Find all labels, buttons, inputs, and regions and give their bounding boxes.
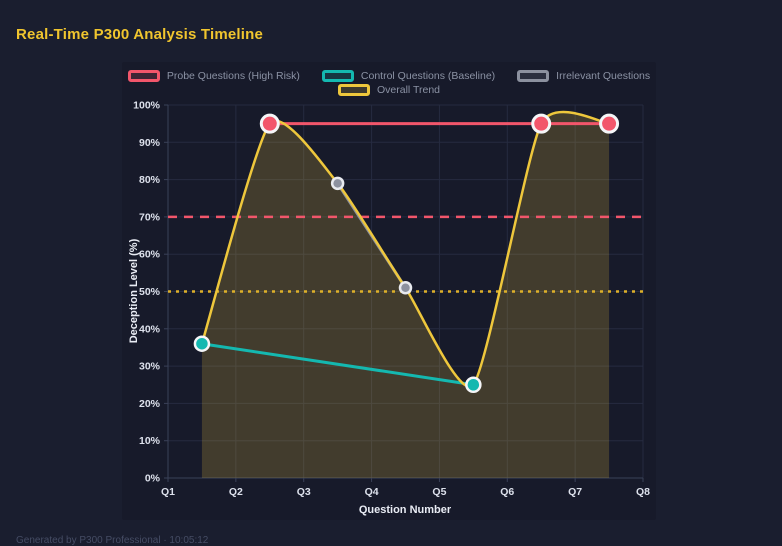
svg-text:Q6: Q6 <box>500 486 514 498</box>
legend-item-irrelevant[interactable]: Irrelevant Questions <box>517 70 650 82</box>
svg-text:90%: 90% <box>139 137 161 149</box>
legend-label-trend: Overall Trend <box>376 84 441 96</box>
page-title: Real-Time P300 Analysis Timeline <box>16 26 264 43</box>
svg-text:Q3: Q3 <box>297 486 311 498</box>
svg-text:20%: 20% <box>139 398 161 410</box>
legend-item-control[interactable]: Control Questions (Baseline) <box>321 70 496 82</box>
legend-label-control: Control Questions (Baseline) <box>360 70 496 82</box>
legend-swatch-trend-icon <box>337 84 370 96</box>
chart-svg: 0% 10% 20% 30% 40% 50% 60% 70% 80% 90% 100% Q1 Q2 Q3 Q… <box>133 100 650 499</box>
svg-text:0%: 0% <box>145 473 161 485</box>
chart-panel: Probe Questions (High Risk) Control Ques… <box>122 62 656 520</box>
svg-text:Q5: Q5 <box>432 486 446 498</box>
legend-swatch-probe-icon <box>127 70 160 82</box>
x-axis-title: Question Number <box>358 504 452 516</box>
svg-text:Q7: Q7 <box>568 486 582 498</box>
svg-text:Q1: Q1 <box>161 486 175 498</box>
legend-swatch-control-icon <box>321 70 354 82</box>
svg-text:100%: 100% <box>133 100 161 112</box>
legend-item-probe[interactable]: Probe Questions (High Risk) <box>127 70 300 82</box>
svg-text:50%: 50% <box>139 286 161 298</box>
svg-text:Q2: Q2 <box>229 486 243 498</box>
legend-row-1: Probe Questions (High Risk) Control Ques… <box>127 70 650 82</box>
svg-text:10%: 10% <box>139 435 161 447</box>
legend-swatch-irrelevant-icon <box>517 70 550 82</box>
y-axis-title: Deception Level (%) <box>128 238 140 344</box>
svg-text:70%: 70% <box>139 211 161 223</box>
footer-text: Generated by P300 Professional · 10:05:1… <box>16 535 209 546</box>
legend-label-probe: Probe Questions (High Risk) <box>166 70 300 82</box>
svg-text:Q8: Q8 <box>636 486 650 498</box>
svg-text:40%: 40% <box>139 323 161 335</box>
legend-item-trend[interactable]: Overall Trend <box>337 84 441 96</box>
svg-text:60%: 60% <box>139 249 161 261</box>
svg-text:Q4: Q4 <box>365 486 379 498</box>
chart-legend: Probe Questions (High Risk) Control Ques… <box>122 70 656 96</box>
legend-row-2: Overall Trend <box>337 84 441 96</box>
svg-text:80%: 80% <box>139 174 161 186</box>
legend-label-irrelevant: Irrelevant Questions <box>556 70 651 82</box>
svg-text:30%: 30% <box>139 361 161 373</box>
